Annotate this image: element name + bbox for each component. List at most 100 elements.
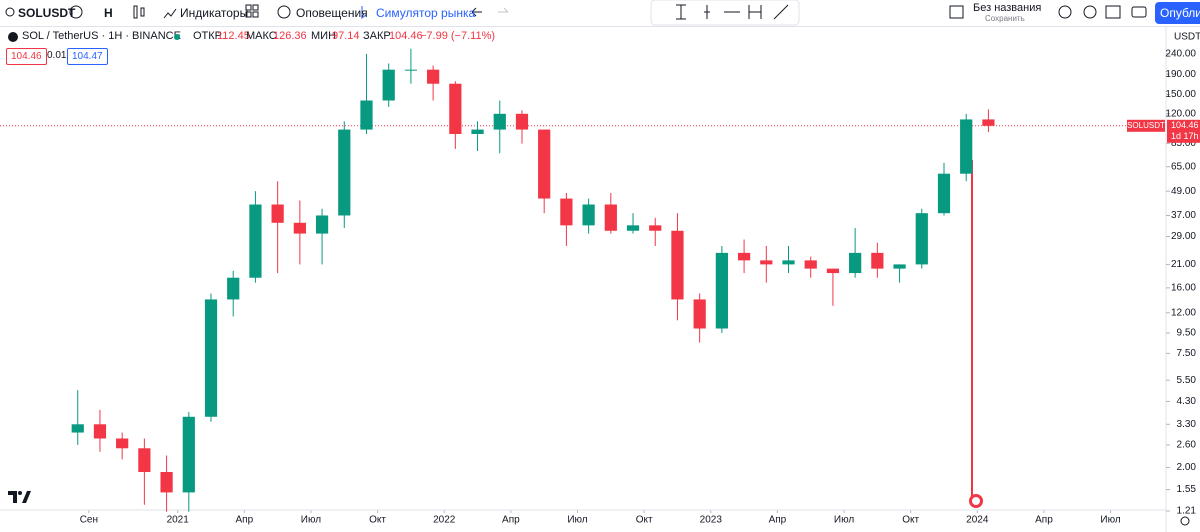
candle-body — [604, 204, 617, 231]
candle-body — [693, 299, 706, 329]
templates-icon-4 — [252, 11, 259, 18]
candle-body — [382, 69, 395, 101]
templates-icon-3 — [245, 11, 252, 18]
candle-body — [71, 424, 84, 433]
search-icon[interactable] — [5, 7, 15, 17]
sell-price[interactable]: 104.46 — [6, 48, 47, 65]
indicators-button[interactable]: Индикаторы — [180, 6, 249, 20]
x-tick-label: Апр — [769, 515, 787, 526]
candle-body — [338, 129, 351, 216]
templates-icon[interactable] — [245, 4, 252, 11]
price-symbol: SOLUSDT — [1127, 121, 1165, 130]
tool-ruler[interactable] — [676, 4, 686, 20]
price-axis-currency[interactable]: USDT — [1174, 32, 1200, 43]
candle-body — [937, 173, 951, 214]
search-tool-icon[interactable] — [1058, 5, 1072, 19]
y-tick-label: 9.50 — [1177, 328, 1197, 339]
indicators-icon — [163, 8, 177, 19]
layout-icon[interactable] — [949, 5, 964, 19]
tool-range[interactable] — [748, 5, 762, 19]
y-tick-label: 120.00 — [1165, 108, 1196, 119]
y-tick-label: 2.60 — [1177, 440, 1197, 451]
candle-body — [849, 252, 862, 274]
tool-vline[interactable] — [704, 5, 710, 19]
candle-body — [293, 222, 306, 234]
alerts-button[interactable]: Оповещения — [296, 6, 368, 20]
fullscreen-icon[interactable] — [1105, 5, 1121, 19]
candle-body — [804, 260, 817, 269]
x-tick-label: Окт — [369, 515, 386, 526]
low-label: МИН — [311, 30, 337, 42]
gear — [1180, 516, 1190, 526]
change-value: −7.99 (−7.11%) — [420, 30, 496, 42]
templates-icon-2 — [252, 4, 259, 11]
interval[interactable]: H — [104, 6, 113, 20]
x-tick-label: Июл — [301, 515, 321, 526]
toolbar-icons — [5, 0, 1200, 26]
settings-toolbar-icon[interactable] — [1083, 5, 1097, 19]
y-tick-label: 65.00 — [1171, 161, 1196, 172]
replay-button[interactable]: Симулятор рынка — [376, 6, 476, 20]
candle-body — [138, 448, 151, 472]
settings-icon[interactable] — [1180, 516, 1190, 526]
price-label-bg — [1167, 119, 1200, 143]
candle-body — [404, 69, 418, 71]
y-tick-label: 5.50 — [1177, 375, 1197, 386]
x-tick-label: Июл — [834, 515, 854, 526]
save-button[interactable]: Сохранить — [985, 14, 1025, 23]
y-tick-label: 7.50 — [1177, 348, 1197, 359]
candle-body — [93, 424, 107, 439]
x-tick-label: Июл — [567, 515, 587, 526]
candle-body — [249, 204, 262, 278]
candle-body — [649, 225, 662, 231]
chart-type-icon[interactable] — [133, 5, 138, 19]
logo-part — [8, 491, 17, 503]
countdown: 1d 17h — [1171, 131, 1199, 141]
x-tick-label: Сен — [80, 515, 98, 526]
logo-part — [22, 491, 31, 503]
symbol-search[interactable]: SOLUSDT — [18, 6, 76, 20]
instrument[interactable]: SOL / TetherUS · 1H · BINANCE — [22, 30, 181, 42]
layout-name[interactable]: Без названия — [973, 2, 1042, 14]
spread: 0.01 — [47, 50, 67, 61]
y-tick-label: 1.21 — [1177, 506, 1197, 517]
candle-body — [715, 252, 728, 329]
y-tick-label: 37.00 — [1171, 210, 1196, 221]
candle-body — [915, 213, 928, 265]
event-marker[interactable] — [969, 160, 983, 508]
undo-icon[interactable] — [471, 7, 482, 17]
candle-body — [160, 471, 173, 493]
y-tick-label: 4.30 — [1177, 396, 1197, 407]
price-symbol-bg — [1127, 119, 1165, 132]
open-label: ОТКР — [193, 30, 223, 42]
low-value: 97.14 — [332, 30, 360, 42]
candle-body — [893, 264, 906, 269]
candle-body — [449, 83, 462, 134]
symbol-logo — [8, 32, 18, 42]
x-tick-label: Апр — [235, 515, 253, 526]
candle-body — [626, 225, 640, 231]
compare-icon[interactable] — [69, 5, 83, 19]
y-tick-label: 49.00 — [1171, 186, 1196, 197]
x-tick-label: Окт — [636, 515, 653, 526]
x-tick-label: 2023 — [700, 515, 723, 526]
y-tick-label: 240.00 — [1165, 49, 1196, 60]
candle-body — [471, 129, 484, 134]
redo-icon[interactable] — [498, 7, 509, 13]
chart-type-icon-2 — [140, 7, 145, 17]
y-tick-label: 21.00 — [1171, 259, 1196, 270]
tv-logo[interactable] — [8, 491, 31, 503]
publish-button[interactable]: Опубли — [1160, 6, 1200, 20]
open-value: 112.45 — [217, 30, 250, 42]
tool-trend[interactable] — [773, 4, 789, 20]
buy-price[interactable]: 104.47 — [67, 48, 108, 65]
y-tick-label: 12.00 — [1171, 307, 1196, 318]
close-label: ЗАКР — [363, 30, 391, 42]
y-tick-label: 190.00 — [1165, 69, 1196, 80]
x-tick-label: Апр — [1035, 515, 1053, 526]
screenshot-icon[interactable] — [1131, 6, 1147, 18]
publish-button-bg[interactable] — [1155, 2, 1200, 24]
candle-body — [315, 215, 329, 234]
